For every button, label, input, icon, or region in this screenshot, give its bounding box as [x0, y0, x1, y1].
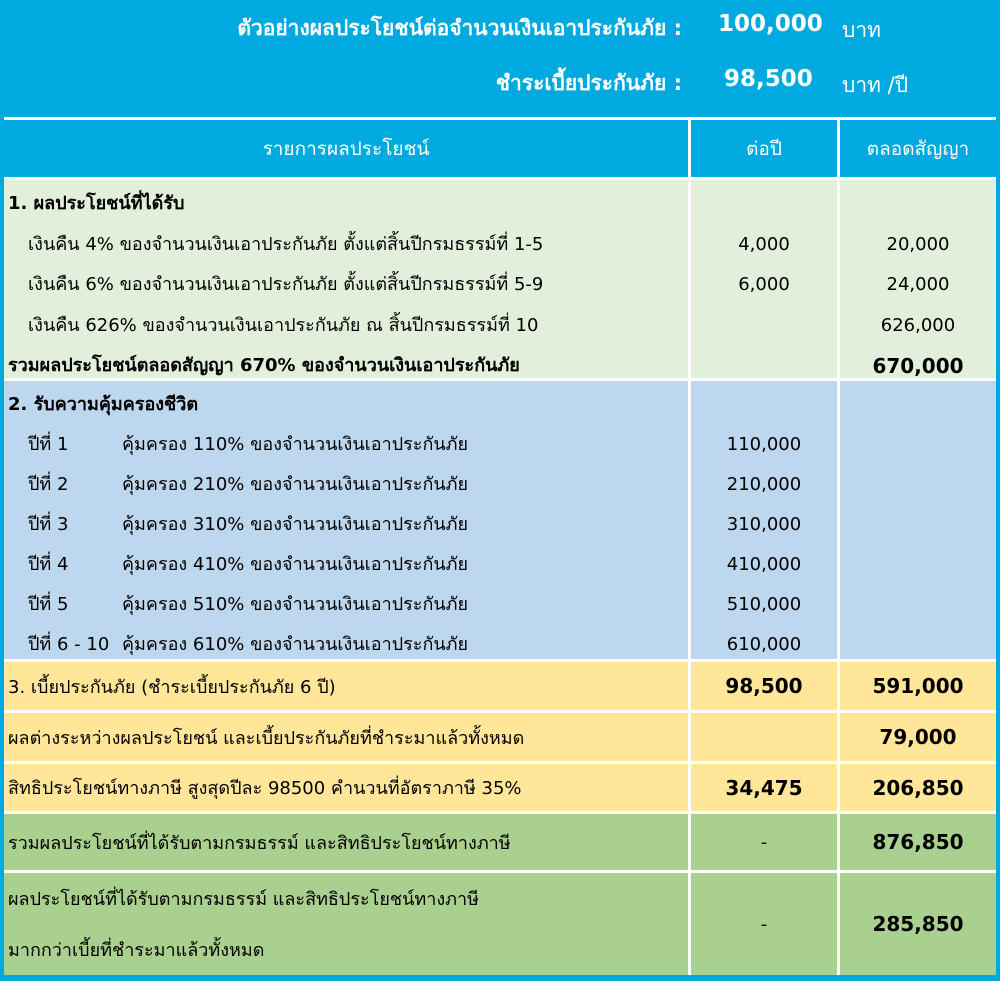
coverage-year: ปีที่ 3 — [28, 514, 69, 535]
premium-value: 98,500 — [724, 66, 813, 92]
coverage-value: 310,000 — [726, 514, 802, 535]
section1-total-value: 20,000 — [886, 233, 950, 255]
coverage-row: ปีที่ 4 คุ้มครอง 410% ของจำนวนเงินเอาประก… — [4, 545, 688, 585]
sum-insured-label: ตัวอย่างผลประโยชน์ต่อจำนวนเงินเอาประกันภ… — [237, 16, 682, 40]
section1-labels: 1. ผลประโยชน์ที่ได้รับ เงินคืน 4% ของจำน… — [4, 180, 688, 378]
excess-row-total: 285,850 — [840, 873, 996, 975]
sum-insured-value: 100,000 — [718, 11, 823, 37]
section1-summary-label: รวมผลประโยชน์ตลอดสัญญา 670% ของจำนวนเงิน… — [8, 355, 520, 376]
coverage-row: ปีที่ 1 คุ้มครอง 110% ของจำนวนเงินเอาประก… — [4, 425, 688, 465]
coverage-value: 610,000 — [726, 634, 802, 655]
coverage-label: คุ้มครอง 410% ของจำนวนเงินเอาประกันภัย — [122, 554, 469, 575]
section1-row-label: เงินคืน 626% ของจำนวนเงินเอาประกันภัย ณ … — [28, 314, 539, 336]
coverage-year: ปีที่ 5 — [28, 594, 69, 615]
coverage-row: ปีที่ 6 - 10 คุ้มครอง 610% ของจำนวนเงินเอ… — [4, 625, 688, 665]
coverage-year: ปีที่ 4 — [28, 554, 69, 575]
difference-row-label: ผลต่างระหว่างผลประโยชน์ และเบี้ยประกันภั… — [4, 713, 688, 761]
column-header-per-year: ต่อปี — [691, 120, 837, 177]
column-header-total: ตลอดสัญญา — [840, 120, 996, 177]
premium-row-per-year: 98,500 — [691, 662, 837, 710]
coverage-label: คุ้มครอง 210% ของจำนวนเงินเอาประกันภัย — [122, 474, 469, 495]
difference-row-per-year — [691, 713, 837, 761]
coverage-year: ปีที่ 2 — [28, 474, 69, 495]
section2-labels: 2. รับความคุ้มครองชีวิต ปีที่ 1 คุ้มครอง … — [4, 381, 688, 659]
excess-row-per-year: - — [691, 873, 837, 975]
section2-title: 2. รับความคุ้มครองชีวิต — [8, 394, 199, 415]
premium-row-label: 3. เบี้ยประกันภัย (ชำระเบี้ยประกันภัย 6 … — [4, 662, 688, 710]
coverage-label: คุ้มครอง 510% ของจำนวนเงินเอาประกันภัย — [122, 594, 469, 615]
tax-row-total: 206,850 — [840, 764, 996, 811]
total-row-per-year: - — [691, 814, 837, 870]
premium-unit: บาท /ปี — [842, 73, 909, 97]
section1-row-label: เงินคืน 6% ของจำนวนเงินเอาประกันภัย ตั้ง… — [28, 274, 544, 295]
excess-row-label-line1: ผลประโยชน์ที่ได้รับตามกรมธรรม์ และสิทธิป… — [8, 889, 480, 910]
coverage-label: คุ้มครอง 610% ของจำนวนเงินเอาประกันภัย — [122, 634, 469, 655]
coverage-year: ปีที่ 6 - 10 — [28, 634, 110, 655]
coverage-value: 110,000 — [726, 434, 802, 455]
coverage-label: คุ้มครอง 310% ของจำนวนเงินเอาประกันภัย — [122, 514, 469, 535]
excess-row-label-line2: มากกว่าเบี้ยที่ชำระมาแล้วทั้งหมด — [8, 940, 265, 961]
total-row-total: 876,850 — [840, 814, 996, 870]
section2-per-year: 110,000 210,000 310,000 410,000 510,000 … — [691, 381, 837, 659]
tax-row-label: สิทธิประโยชน์ทางภาษี สูงสุดปีละ 98500 คำ… — [4, 764, 688, 811]
section2-total — [840, 381, 996, 659]
coverage-value: 410,000 — [726, 554, 802, 575]
coverage-row: ปีที่ 2 คุ้มครอง 210% ของจำนวนเงินเอาประก… — [4, 465, 688, 505]
section1-total-value: 626,000 — [880, 314, 956, 336]
section1-total-value: 24,000 — [886, 274, 950, 295]
section1-summary-total: 670,000 — [872, 354, 964, 378]
coverage-label: คุ้มครอง 110% ของจำนวนเงินเอาประกันภัย — [122, 434, 469, 455]
section1-per-year-value: 4,000 — [738, 233, 790, 255]
section1-row-label: เงินคืน 4% ของจำนวนเงินเอาประกันภัย ตั้ง… — [28, 233, 544, 255]
tax-row-per-year: 34,475 — [691, 764, 837, 811]
excess-row-label: ผลประโยชน์ที่ได้รับตามกรมธรรม์ และสิทธิป… — [4, 873, 688, 975]
section1-per-year-value: 6,000 — [738, 274, 790, 295]
coverage-row: ปีที่ 3 คุ้มครอง 310% ของจำนวนเงินเอาประก… — [4, 505, 688, 545]
sum-insured-unit: บาท — [842, 18, 881, 42]
column-header-item: รายการผลประโยชน์ — [4, 120, 688, 177]
premium-label: ชำระเบี้ยประกันภัย : — [495, 71, 682, 95]
section1-per-year-value — [691, 306, 837, 347]
section1-title: 1. ผลประโยชน์ที่ได้รับ — [8, 193, 185, 214]
difference-row-total: 79,000 — [840, 713, 996, 761]
benefit-table: รายการผลประโยชน์ ต่อปี ตลอดสัญญา 1. ผลปร… — [4, 117, 996, 975]
coverage-value: 510,000 — [726, 594, 802, 615]
total-row-label: รวมผลประโยชน์ที่ได้รับตามกรมธรรม์ และสิท… — [4, 814, 688, 870]
premium-row-total: 591,000 — [840, 662, 996, 710]
coverage-year: ปีที่ 1 — [28, 434, 69, 455]
summary-header: ตัวอย่างผลประโยชน์ต่อจำนวนเงินเอาประกันภ… — [0, 0, 1000, 115]
section1-total: 20,000 24,000 626,000 670,000 — [840, 180, 996, 378]
section1-per-year: 4,000 6,000 — [691, 180, 837, 378]
coverage-row: ปีที่ 5 คุ้มครอง 510% ของจำนวนเงินเอาประก… — [4, 585, 688, 625]
coverage-value: 210,000 — [726, 474, 802, 495]
